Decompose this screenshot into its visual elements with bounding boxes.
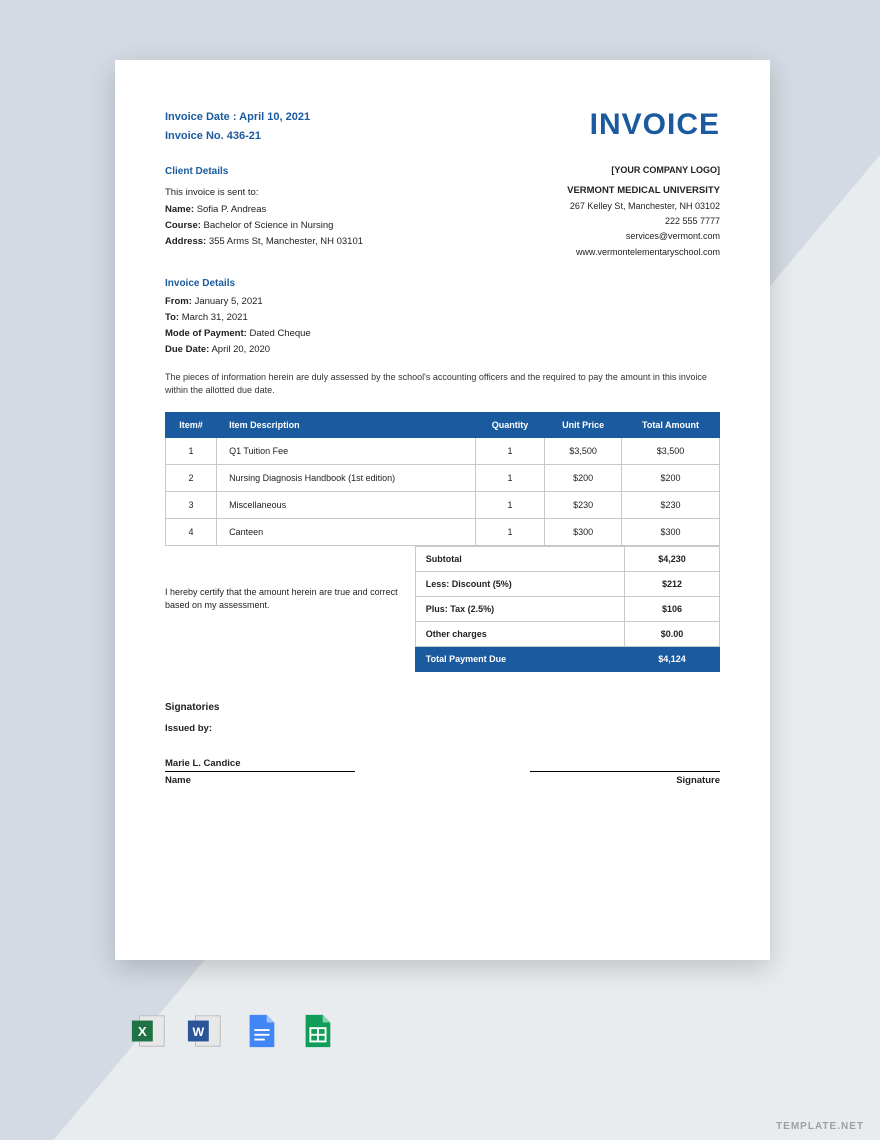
table-cell: 1 <box>475 437 544 464</box>
client-name: Sofia P. Andreas <box>197 204 267 215</box>
table-cell: 3 <box>166 491 217 518</box>
due-value: April 20, 2020 <box>211 344 270 355</box>
due-label: Due Date: <box>165 344 209 355</box>
table-cell: $300 <box>622 518 720 545</box>
table-cell: 1 <box>475 464 544 491</box>
total-label: Other charges <box>415 621 624 646</box>
total-row: Other charges$0.00 <box>415 621 719 646</box>
mode-value: Dated Cheque <box>249 328 310 339</box>
excel-icon: X <box>130 1012 168 1050</box>
total-row: Plus: Tax (2.5%)$106 <box>415 596 719 621</box>
total-row: Subtotal$4,230 <box>415 546 719 571</box>
table-header: Quantity <box>475 412 544 437</box>
to-label: To: <box>165 312 179 323</box>
app-icons: X W <box>130 1012 336 1050</box>
total-value: $0.00 <box>625 621 720 646</box>
table-cell: $230 <box>545 491 622 518</box>
signature-line <box>530 758 720 772</box>
invoice-title: INVOICE <box>590 108 720 142</box>
table-row: 2Nursing Diagnosis Handbook (1st edition… <box>166 464 720 491</box>
from-label: From: <box>165 296 192 307</box>
client-course-label: Course: <box>165 220 201 231</box>
invoice-note: The pieces of information herein are dul… <box>165 371 720 398</box>
table-cell: $3,500 <box>545 437 622 464</box>
svg-text:X: X <box>138 1024 147 1039</box>
table-cell: $300 <box>545 518 622 545</box>
total-row: Less: Discount (5%)$212 <box>415 571 719 596</box>
word-icon: W <box>186 1012 224 1050</box>
company-website: www.vermontelementaryschool.com <box>567 245 720 260</box>
table-cell: Canteen <box>217 518 476 545</box>
watermark: TEMPLATE.NET <box>776 1121 864 1132</box>
total-due-label: Total Payment Due <box>415 646 624 671</box>
company-email: services@vermont.com <box>567 229 720 244</box>
table-cell: $3,500 <box>622 437 720 464</box>
table-header: Total Amount <box>622 412 720 437</box>
table-cell: Nursing Diagnosis Handbook (1st edition) <box>217 464 476 491</box>
client-course: Bachelor of Science in Nursing <box>204 220 334 231</box>
client-details: Client Details This invoice is sent to: … <box>165 163 363 260</box>
signature-label: Signature <box>530 775 720 786</box>
table-header: Unit Price <box>545 412 622 437</box>
total-value: $4,230 <box>625 546 720 571</box>
invoice-date: Invoice Date : April 10, 2021 <box>165 108 310 127</box>
signatories-title: Signatories <box>165 702 720 713</box>
name-label: Name <box>165 775 355 786</box>
table-cell: $230 <box>622 491 720 518</box>
table-cell: 4 <box>166 518 217 545</box>
client-address: 355 Arms St, Manchester, NH 03101 <box>209 236 363 247</box>
invoice-number: Invoice No. 436-21 <box>165 127 310 146</box>
table-cell: 1 <box>475 518 544 545</box>
company-block: [YOUR COMPANY LOGO] VERMONT MEDICAL UNIV… <box>567 163 720 260</box>
client-section-title: Client Details <box>165 163 363 180</box>
invoice-meta: Invoice Date : April 10, 2021 Invoice No… <box>165 108 310 145</box>
svg-text:W: W <box>193 1025 205 1039</box>
company-phone: 222 555 7777 <box>567 214 720 229</box>
totals-block: Subtotal$4,230Less: Discount (5%)$212Plu… <box>415 546 720 672</box>
total-label: Less: Discount (5%) <box>415 571 624 596</box>
issued-by-label: Issued by: <box>165 723 720 734</box>
signatory-name: Marie L. Candice <box>165 758 355 772</box>
from-value: January 5, 2021 <box>195 296 263 307</box>
table-cell: 1 <box>166 437 217 464</box>
total-label: Subtotal <box>415 546 624 571</box>
items-table: Item#Item DescriptionQuantityUnit PriceT… <box>165 412 720 546</box>
table-cell: 2 <box>166 464 217 491</box>
invoice-details: From: January 5, 2021 To: March 31, 2021… <box>165 294 720 359</box>
invoice-details-title: Invoice Details <box>165 278 720 289</box>
table-header: Item Description <box>217 412 476 437</box>
client-address-label: Address: <box>165 236 206 247</box>
total-value: $212 <box>625 571 720 596</box>
to-value: March 31, 2021 <box>182 312 248 323</box>
mode-label: Mode of Payment: <box>165 328 247 339</box>
table-cell: Miscellaneous <box>217 491 476 518</box>
table-cell: 1 <box>475 491 544 518</box>
table-header: Item# <box>166 412 217 437</box>
total-due-value: $4,124 <box>625 646 720 671</box>
company-name: VERMONT MEDICAL UNIVERSITY <box>567 183 720 199</box>
table-row: 1Q1 Tuition Fee1$3,500$3,500 <box>166 437 720 464</box>
total-due-row: Total Payment Due$4,124 <box>415 646 719 671</box>
table-cell: Q1 Tuition Fee <box>217 437 476 464</box>
google-docs-icon <box>242 1012 280 1050</box>
total-label: Plus: Tax (2.5%) <box>415 596 624 621</box>
client-sent-to: This invoice is sent to: <box>165 185 363 201</box>
total-value: $106 <box>625 596 720 621</box>
certify-text: I hereby certify that the amount herein … <box>165 546 415 672</box>
invoice-page: Invoice Date : April 10, 2021 Invoice No… <box>115 60 770 960</box>
client-name-label: Name: <box>165 204 194 215</box>
google-sheets-icon <box>298 1012 336 1050</box>
table-cell: $200 <box>622 464 720 491</box>
company-address: 267 Kelley St, Manchester, NH 03102 <box>567 199 720 214</box>
company-logo-placeholder: [YOUR COMPANY LOGO] <box>567 163 720 178</box>
table-row: 3Miscellaneous1$230$230 <box>166 491 720 518</box>
table-row: 4Canteen1$300$300 <box>166 518 720 545</box>
table-cell: $200 <box>545 464 622 491</box>
